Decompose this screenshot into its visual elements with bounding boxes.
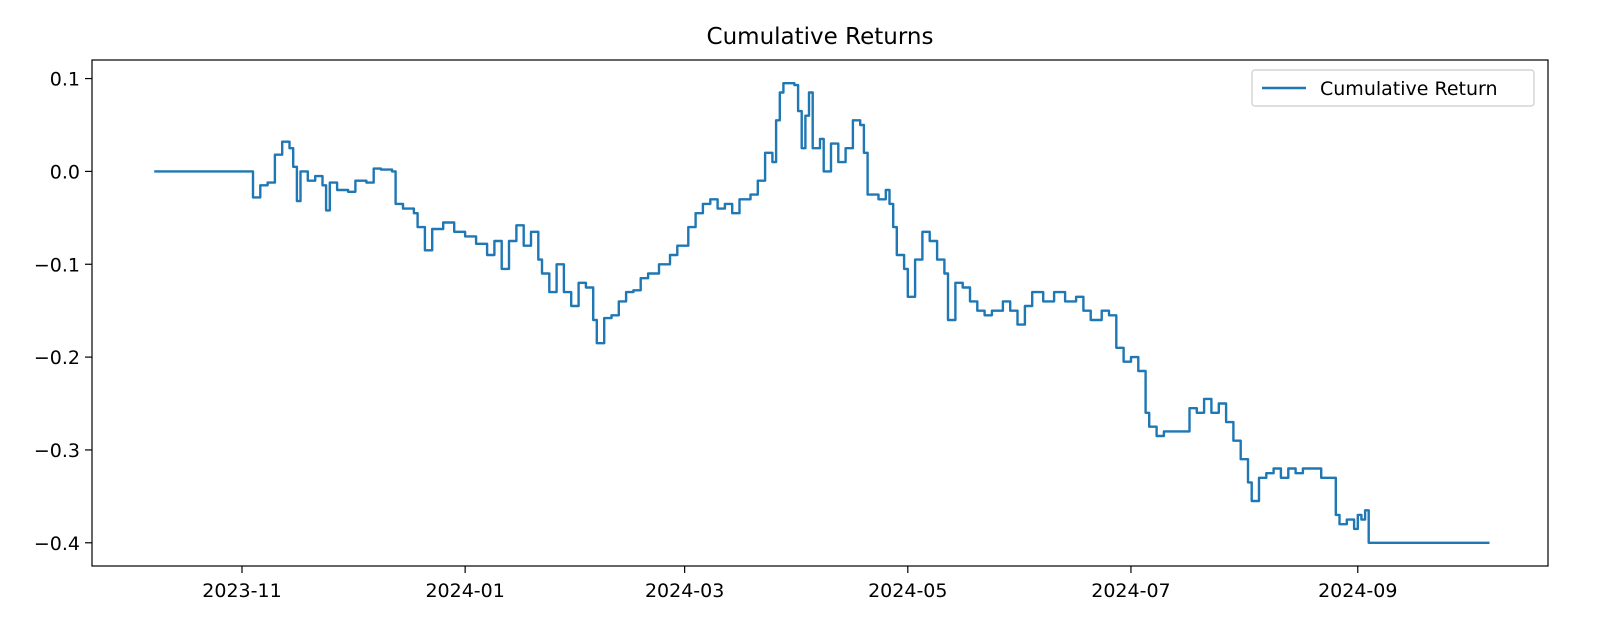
x-tick-label: 2024-05: [868, 580, 947, 602]
y-tick-label: 0.0: [50, 161, 80, 183]
y-tick-label: −0.4: [34, 533, 80, 555]
legend-box: [1251, 69, 1535, 107]
y-tick-label: −0.1: [34, 254, 80, 276]
series-line-cumulative-return: [154, 82, 1490, 544]
chart-title: Cumulative Returns: [707, 24, 934, 50]
x-tick-label: 2024-03: [645, 580, 724, 602]
x-tick-label: 2024-09: [1318, 580, 1397, 602]
axes-frame: [91, 59, 1549, 567]
x-tick-label: 2023-11: [202, 580, 281, 602]
series-layer: [154, 82, 1490, 544]
legend: Cumulative Return: [1251, 69, 1535, 107]
y-axis: 0.1 0.0 −0.1 −0.2 −0.3 −0.4: [34, 69, 92, 555]
legend-label: Cumulative Return: [1320, 78, 1498, 100]
x-tick-label: 2024-07: [1091, 580, 1170, 602]
x-tick-label: 2024-01: [425, 580, 504, 602]
y-tick-label: 0.1: [50, 69, 80, 91]
y-tick-label: −0.3: [34, 440, 80, 462]
y-tick-label: −0.2: [34, 347, 80, 369]
x-axis: 2023-11 2024-01 2024-03 2024-05 2024-07 2024-…: [202, 566, 1397, 602]
